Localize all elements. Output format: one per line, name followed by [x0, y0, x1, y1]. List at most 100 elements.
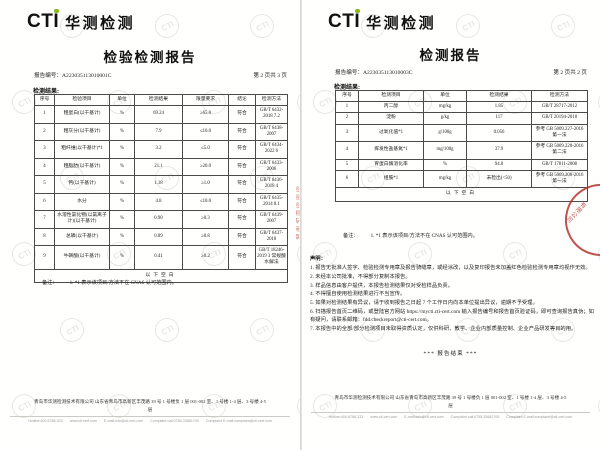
blank-row: 以下空白 — [335, 187, 588, 202]
table-cell: % — [109, 192, 135, 212]
table-cell: ≥0.3 — [182, 210, 229, 229]
cti-watermark-icon: CTI — [594, 390, 600, 422]
table-cell: GB/T 6435-2014 8.1 — [255, 192, 288, 212]
declaration-item: 6. 扫描报告首页二维码，或登陆官方网站 https://mycti.cti-c… — [310, 308, 594, 323]
table-cell: GB/T 6434-2022 6 — [255, 140, 288, 159]
page-title: 检验检测报告 — [103, 50, 197, 65]
table-row: 3 粗纤维(以干基计)*1% 3.2 ≤5.0 符合 GB/T 6434-2022 6 — [34, 140, 288, 159]
table-cell: 6 — [335, 169, 359, 189]
blank-cell: 以下空白 — [34, 268, 288, 283]
cti-logo: CTI 华测检测 — [27, 9, 136, 32]
declaration-item: 2. 未经本公司批准，不得部分复制本报告。 — [310, 273, 411, 280]
table-cell: 3.2 — [134, 140, 183, 159]
page-title: 检测报告 — [419, 48, 482, 63]
table-cell: % — [109, 244, 135, 270]
table-cell: 符合 — [228, 105, 256, 124]
column-header: 检测方法 — [255, 93, 288, 107]
declaration-item: 1. 报告无批准人签字、检验检测专用章及报告骑缝章，或经涂改，以及复印报告未加盖… — [310, 265, 591, 272]
declaration-item: 7. 本报告中的全部/部分检测项目未取得资质认定，仅供科研、教学、企业内部质量控… — [310, 325, 577, 332]
table-cell: mg/100g — [423, 141, 467, 160]
footer-contact-item: Complaint E-mail:complaint@cti-cert.com — [205, 419, 272, 424]
table-cell: ≥1.0 — [182, 175, 229, 194]
report-meta-row: 报告编号：A223035113010003C 第 2 页共 2 页 — [335, 68, 587, 76]
table-cell: 符合 — [228, 122, 256, 142]
table-cell: 符合 — [228, 192, 256, 212]
report-meta-row: 报告编号：A223035113010001C 第 2 页共 3 页 — [34, 71, 287, 79]
table-row: 9 牛磺酸(以干基计)% 0.41 ≥0.2 符合 GB/T 18246-2019 3 常… — [34, 244, 288, 270]
table-cell: GB/T 6436-2018 4 — [255, 175, 288, 194]
footer-contact-item: Complaint E-mail:complaint@cti-cert.com — [506, 415, 573, 420]
table-cell: ≤10.0 — [182, 192, 229, 212]
table-cell: 胃蛋白酶消化率 — [358, 158, 424, 171]
table-cell: 3 — [34, 140, 55, 159]
table-cell: 2 — [335, 112, 359, 125]
table-cell: 1.85 — [466, 101, 532, 114]
declarations-list: 1. 报告无批准人签字、检验检测专用章及报告骑缝章，或经涂改，以及复印报告未加盖… — [310, 264, 595, 333]
table-cell: 未检出(<50) — [466, 169, 532, 189]
table-row: 7 水溶性氯化物(以氯离子计)(以干基计)% 0.90 ≥0.3 符合 GB/T 6439… — [34, 210, 288, 229]
footer-contact-item: Complaint call:0755-33681700 — [150, 419, 199, 424]
table-cell: 0.41 — [134, 244, 183, 270]
table-cell: GB/T 6439-2007 — [255, 210, 288, 229]
table-row: 4 粗脂肪(以干基计)% 21.1 ≥20.0 符合 GB/T 6433-2006 — [34, 157, 288, 177]
table-cell: 2 — [34, 122, 55, 142]
table-row: 6 组胺*1 mg/kg 未检出(<50) 参考 GB 5009.208-2016 第一… — [335, 169, 588, 189]
blank-row: 以下空白 — [34, 268, 288, 283]
footer-contacts: Hotline:400-6788-333 www.cti-cert.com E-ma… — [8, 419, 292, 423]
remark-text: 1. *1 表示该项目/方法不在 CNAS 认可范围内。 — [370, 233, 478, 239]
cti-logo: CTI 华测检测 — [328, 9, 436, 31]
table-cell: mg/kg — [423, 101, 467, 114]
header-row: 序号 检测项目 单位 检测结果 检测方法 — [335, 89, 588, 103]
footer-contact-item: E-mail:info@cti-cert.com — [404, 415, 444, 420]
declarations-heading: 声明： — [310, 256, 326, 262]
straddle-seal-half: 检验检测专用章 — [296, 186, 299, 242]
table-row: 4 挥发性盐基氮*1 mg/100g 37.9 参考 GB 5009.228-2016 … — [335, 141, 588, 160]
cti-watermark-icon: CTI — [151, 10, 183, 42]
report-end-marker: *** 报告结束 *** — [423, 351, 478, 357]
table-cell: 9 — [34, 244, 55, 270]
table-cell: 水溶性氯化物(以氯离子计)(以干基计) — [54, 210, 110, 229]
column-header: 单位 — [423, 89, 467, 103]
report-number-label: 报告编号： — [34, 73, 62, 79]
table-cell: 参考 GB 5009.228-2016 第二法 — [531, 141, 588, 160]
table-cell: % — [109, 210, 135, 229]
table-cell: ≤5.0 — [182, 140, 229, 159]
table-cell: 1 — [335, 101, 359, 114]
header-row: 序号 检验项目 单位 检测结果 限量要求 结论 检测方法 — [34, 93, 288, 107]
table-cell: GB/T 17811-2008 — [531, 158, 588, 171]
declaration-item: 4. 不得擅自使用检测结果进行不当宣传。 — [310, 291, 406, 298]
footer-contact-item: Hotline:400-6788-333 — [328, 415, 364, 420]
table-cell: 6 — [34, 192, 55, 212]
footer-divider — [10, 416, 290, 418]
table-cell: 4 — [335, 141, 359, 160]
table-cell: 37.9 — [466, 141, 532, 160]
remark-label: 备注： — [343, 233, 359, 239]
cti-watermark-icon: CTI — [246, 10, 278, 42]
table-cell: GB/T 28717-2012 — [531, 101, 588, 114]
table-row: 8 总磷(以干基计)% 0.89 ≥0.8 符合 GB/T 6437-2018 — [34, 227, 288, 246]
table-cell: % — [109, 140, 135, 159]
table-cell: 粗蛋白(以干基计) — [54, 105, 110, 124]
cti-logo-chinese: 华测检测 — [65, 15, 136, 32]
cti-watermark-icon: CTI — [293, 86, 300, 118]
declaration-item: 5. 如果对检测结果有异议，请于收到报告之日起 7 个工作日内向本单位提出异议，… — [310, 300, 538, 307]
table-cell: ≥0.8 — [182, 227, 229, 246]
table-row: 1 丙二醇 mg/kg 1.85 GB/T 28717-2012 — [335, 101, 588, 114]
column-header: 序号 — [34, 93, 55, 107]
table-cell: 94.0 — [466, 158, 532, 171]
table-cell: 4.8 — [134, 192, 183, 212]
cti-watermark-icon: CTI — [151, 314, 183, 346]
table-cell: 1 — [34, 105, 55, 124]
table-cell: 4 — [34, 157, 55, 177]
table-cell: 淀粉 — [358, 112, 424, 125]
page-number: 第 2 页共 2 页 — [553, 70, 587, 76]
declarations-section: 声明： 1. 报告无批准人签字、检验检测专用章及报告骑缝章，或经涂改，以及复印报… — [310, 255, 595, 333]
table-cell: 符合 — [228, 140, 256, 159]
table-cell: GB/T 6437-2018 — [255, 227, 288, 246]
report-number: 报告编号：A223035113010003C — [335, 68, 413, 76]
column-header: 检测结果 — [134, 93, 183, 107]
table-cell: ≥0.2 — [182, 244, 229, 270]
footer-contact-item: www.cti-cert.com — [370, 415, 398, 420]
table-cell: 符合 — [228, 227, 256, 246]
column-header: 限量要求 — [182, 93, 229, 107]
